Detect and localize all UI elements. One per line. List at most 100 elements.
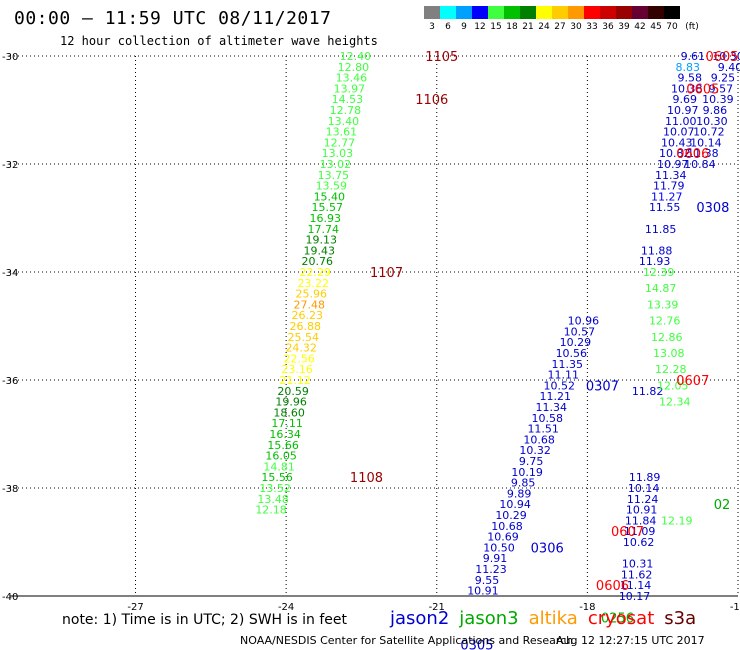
wave-height-value: 10.39 bbox=[702, 93, 734, 106]
wave-height-value: 10.96 bbox=[568, 315, 600, 328]
footer-note: note: 1) Time is in UTC; 2) SWH is in fe… bbox=[62, 612, 348, 628]
generated-timestamp: Aug 12 12:27:15 UTC 2017 bbox=[556, 634, 705, 647]
wave-height-value: 10.68 bbox=[523, 433, 555, 446]
wave-height-value: 9.25 bbox=[711, 72, 736, 85]
pass-time-label: 0607 bbox=[611, 525, 644, 540]
y-tick-label: -34 bbox=[2, 268, 18, 279]
pass-time-label: 1106 bbox=[415, 93, 448, 108]
wave-height-value: 10.31 bbox=[622, 558, 654, 571]
wave-height-value: 13.02 bbox=[320, 158, 352, 171]
wave-height-value: 9.91 bbox=[483, 552, 508, 565]
axes: -27 -24 -21 -18 -15 -30 -32 -34 -36 -38 -40 bbox=[2, 52, 740, 613]
wave-height-value: 10.58 bbox=[531, 412, 563, 425]
color-scale-swatch bbox=[568, 6, 584, 19]
wave-height-value: 10.29 bbox=[560, 336, 592, 349]
color-scale-swatch bbox=[472, 6, 488, 19]
wave-height-value: 10.72 bbox=[693, 126, 725, 139]
wave-height-value: 11.62 bbox=[621, 568, 653, 581]
wave-height-value: 11.51 bbox=[527, 423, 559, 436]
wave-height-value: 16.93 bbox=[310, 212, 342, 225]
wave-height-value: 9.86 bbox=[703, 104, 728, 117]
wave-height-value: 11.82 bbox=[632, 385, 664, 398]
color-scale-swatch bbox=[520, 6, 536, 19]
color-scale-label: 70 bbox=[666, 22, 678, 32]
wave-height-value: 12.34 bbox=[659, 396, 691, 409]
x-tick-label: -24 bbox=[278, 602, 294, 613]
wave-height-value: 12.76 bbox=[649, 315, 681, 328]
wave-height-value: 18.60 bbox=[273, 406, 305, 419]
wave-height-value: 10.62 bbox=[623, 536, 655, 549]
wave-height-value: 21.12 bbox=[279, 374, 311, 387]
wave-height-value: 11.38 bbox=[687, 147, 719, 160]
wave-height-value: 10.14 bbox=[628, 482, 660, 495]
pass-time-label: 0605 bbox=[686, 82, 719, 97]
color-scale-swatch bbox=[536, 6, 552, 19]
pass-time-label: 0606 bbox=[596, 579, 629, 594]
wave-height-value: 9.58 bbox=[678, 72, 703, 85]
wave-height-value: 12.78 bbox=[330, 104, 362, 117]
wave-height-value: 9.61 bbox=[681, 50, 706, 63]
wave-height-value: 11.34 bbox=[535, 401, 567, 414]
wave-height-value: 13.52 bbox=[259, 482, 291, 495]
wave-height-value: 8.83 bbox=[676, 61, 701, 74]
wave-height-value: 9.40 bbox=[718, 61, 740, 74]
wave-height-value: 10.69 bbox=[487, 531, 519, 544]
wave-height-value: 26.88 bbox=[289, 320, 321, 333]
wave-height-value: 13.03 bbox=[322, 147, 354, 160]
wave-height-value: 12.39 bbox=[643, 266, 675, 279]
wave-height-value: 17.74 bbox=[308, 223, 340, 236]
legend-item-altika: altika bbox=[528, 608, 578, 629]
color-scale-swatch bbox=[664, 6, 680, 19]
wave-height-value: 11.21 bbox=[539, 390, 571, 403]
wave-height-value: 11.00 bbox=[665, 115, 697, 128]
wave-height-value: 13.39 bbox=[647, 298, 679, 311]
color-scale-swatch bbox=[504, 6, 520, 19]
x-tick-label: -27 bbox=[127, 602, 143, 613]
wave-height-value: 15.66 bbox=[267, 439, 299, 452]
wave-height-value: 9.57 bbox=[709, 82, 734, 95]
wave-height-value: 13.61 bbox=[326, 126, 358, 139]
wave-height-value: 11.09 bbox=[624, 525, 656, 538]
legend-item-jason3: jason3 bbox=[459, 608, 519, 629]
wave-height-value: 20.76 bbox=[302, 255, 334, 268]
pass-annotations: 1105 1106 1107 1108 0605 0605 0606 0308 0307 0607… bbox=[350, 50, 739, 650]
wave-height-value: 16.34 bbox=[269, 428, 301, 441]
wave-height-value: 10.32 bbox=[519, 444, 551, 457]
pass-time-label: 0306 bbox=[531, 541, 564, 556]
wave-height-value: 9.89 bbox=[507, 487, 532, 500]
wave-height-value: 9.55 bbox=[475, 574, 500, 587]
wave-height-value: 14.53 bbox=[332, 93, 364, 106]
color-scale-unit: (ft) bbox=[685, 22, 699, 32]
credit-text: NOAA/NESDIS Center for Satellite Applica… bbox=[240, 634, 574, 647]
wave-height-value: 25.54 bbox=[287, 331, 319, 344]
wave-height-value: 10.38 bbox=[671, 82, 703, 95]
pass-time-label: 1107 bbox=[370, 266, 403, 281]
color-scale-swatch bbox=[456, 6, 472, 19]
wave-height-value: 9.85 bbox=[511, 477, 536, 490]
wave-height-value: 13.08 bbox=[653, 347, 685, 360]
wave-height-labels: 12.4012.8013.4613.9714.5312.7813.4013.61… bbox=[255, 50, 740, 603]
color-scale-label: 27 bbox=[554, 22, 566, 32]
wave-height-value: 15.40 bbox=[314, 190, 346, 203]
color-scale-label: 9 bbox=[461, 22, 467, 32]
wave-height-value: 19.13 bbox=[306, 234, 338, 247]
color-scale-label: 24 bbox=[538, 22, 550, 32]
wave-height-value: 11.34 bbox=[655, 169, 687, 182]
wave-height-value: 12.40 bbox=[340, 50, 372, 63]
color-scale-swatch bbox=[616, 6, 632, 19]
wave-height-value: 11.14 bbox=[620, 579, 652, 592]
wave-height-value: 11.11 bbox=[548, 369, 580, 382]
wave-height-value: 10.68 bbox=[491, 520, 523, 533]
color-scale-swatch bbox=[648, 6, 664, 19]
wave-height-value: 13.48 bbox=[257, 493, 289, 506]
wave-height-value: 10.91 bbox=[626, 504, 658, 517]
wave-height-value: 10.43 bbox=[661, 136, 693, 149]
wave-height-value: 12.28 bbox=[655, 363, 687, 376]
wave-height-value: 10.30 bbox=[696, 115, 728, 128]
legend-item-cryosat: cryosat bbox=[587, 608, 655, 629]
y-tick-label: -32 bbox=[2, 160, 18, 171]
wave-height-value: 27.48 bbox=[293, 298, 325, 311]
wave-height-value: 12.19 bbox=[661, 514, 693, 527]
wave-height-value: 12.05 bbox=[657, 379, 689, 392]
